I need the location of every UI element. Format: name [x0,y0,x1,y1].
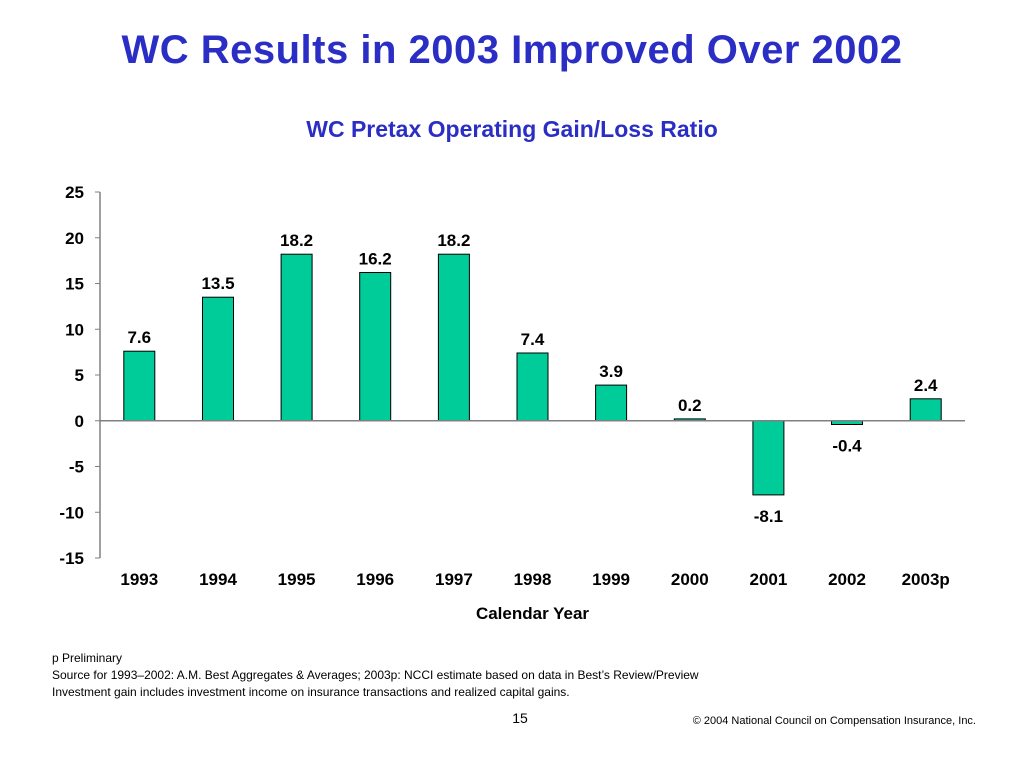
x-tick-label-2000: 2000 [671,570,709,589]
x-tick-label-1993: 1993 [120,570,158,589]
bar-2003p [909,398,942,422]
bar-1997 [437,253,470,422]
y-tick-label: 10 [65,320,84,339]
bar-2001 [752,420,785,496]
data-label-1994: 13.5 [201,274,234,293]
y-tick-label: 25 [65,183,84,202]
y-tick-label: 5 [75,366,84,385]
data-label-2001: -8.1 [754,507,783,526]
data-label-2003p: 2.4 [914,376,938,395]
x-tick-label-1995: 1995 [278,570,316,589]
data-label-1995: 18.2 [280,231,313,250]
labels-group: 7.6 1993 13.5 1994 18.2 1995 16.2 1996 18.2 1997 7… [59,183,949,623]
y-tick-label: -5 [69,458,84,477]
data-label-1997: 18.2 [437,231,470,250]
footnotes: p Preliminary Source for 1993–2002: A.M.… [52,650,699,701]
bar-chart: 7.6 1993 13.5 1994 18.2 1995 16.2 1996 18.2 1997 7… [59,183,965,623]
data-label-1999: 3.9 [599,362,623,381]
x-tick-label-1997: 1997 [435,570,473,589]
x-tick-label-2001: 2001 [749,570,787,589]
y-tick-label: 20 [65,229,84,248]
x-tick-label-1999: 1999 [592,570,630,589]
data-label-1996: 16.2 [359,250,392,269]
bar-1996 [359,272,392,422]
x-tick-label-2003p: 2003p [902,570,950,589]
bar-1993 [123,350,156,422]
data-label-1993: 7.6 [127,328,151,347]
footnote-source: Source for 1993–2002: A.M. Best Aggregat… [52,668,699,682]
bar-1995 [280,253,313,422]
bar-1994 [202,296,234,422]
x-tick-label-1998: 1998 [514,570,552,589]
bars-group [123,253,942,496]
bar-1999 [595,384,628,422]
axes-group [95,191,965,559]
chart-title: WC Pretax Operating Gain/Loss Ratio [306,116,718,142]
copyright-notice: © 2004 National Council on Compensation … [692,715,976,727]
slide-title: WC Results in 2003 Improved Over 2002 [121,28,903,72]
x-tick-label-1994: 1994 [199,570,237,589]
data-label-2000: 0.2 [678,396,702,415]
footnote-preliminary: p Preliminary [52,651,123,665]
bar-1998 [516,352,549,422]
data-label-1998: 7.4 [521,330,545,349]
y-tick-label: 15 [65,275,84,294]
page-number: 15 [512,710,528,726]
x-axis-title: Calendar Year [476,604,589,623]
data-label-2002: -0.4 [832,436,862,455]
x-tick-label-1996: 1996 [356,570,394,589]
x-tick-label-2002: 2002 [828,570,866,589]
y-tick-label: -15 [59,549,84,568]
y-tick-label: 0 [75,412,84,431]
footnote-investment: Investment gain includes investment inco… [52,685,570,699]
y-tick-label: -10 [59,503,84,522]
